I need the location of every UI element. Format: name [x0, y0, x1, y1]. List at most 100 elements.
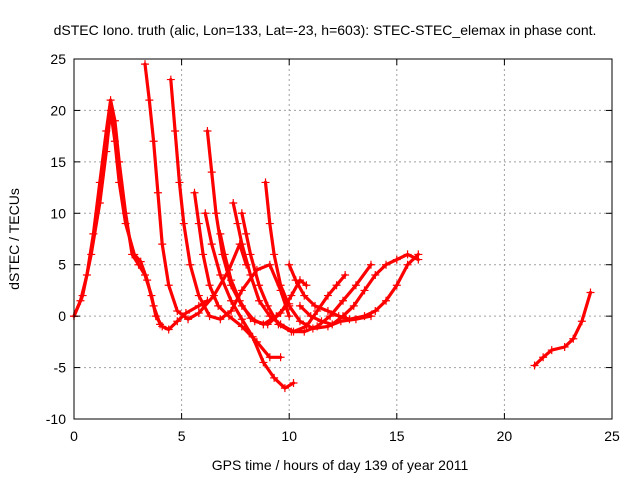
series-line: [72, 98, 209, 332]
data-point: [237, 240, 246, 249]
data-point: [300, 327, 309, 336]
data-point: [285, 301, 294, 310]
data-point: [341, 271, 350, 279]
series-line: [169, 78, 291, 321]
data-point: [143, 276, 152, 285]
data-point: [175, 178, 184, 187]
x-tick-label: 25: [604, 428, 620, 444]
data-point: [259, 320, 268, 329]
data-point: [285, 312, 294, 321]
data-point: [201, 209, 210, 218]
data-point: [328, 320, 337, 329]
data-point: [276, 353, 285, 362]
data-point: [317, 317, 326, 326]
data-point: [242, 229, 251, 238]
data-point: [270, 373, 279, 382]
data-point: [308, 324, 317, 333]
data-point: [392, 255, 401, 264]
data-point: [360, 286, 369, 295]
data-point: [403, 260, 412, 269]
data-point: [203, 127, 212, 135]
data-point: [248, 332, 257, 341]
data-point: [311, 301, 320, 310]
series-line: [203, 211, 296, 390]
data-series-14: [530, 288, 595, 370]
data-point: [274, 320, 283, 329]
data-point: [207, 168, 216, 177]
data-point: [577, 317, 586, 326]
data-point: [115, 178, 124, 187]
y-tick-label: 15: [50, 154, 66, 170]
data-point: [224, 312, 233, 321]
data-point: [371, 271, 380, 279]
data-point: [280, 384, 289, 393]
grid-lines: [74, 59, 612, 419]
data-point: [149, 301, 158, 310]
data-point: [300, 291, 309, 300]
data-point: [265, 260, 274, 269]
data-point: [184, 315, 193, 324]
data-point: [306, 312, 315, 321]
data-point: [95, 199, 104, 207]
data-series-5: [190, 188, 285, 362]
data-point: [259, 358, 268, 367]
data-point: [289, 379, 298, 387]
data-point: [382, 296, 391, 305]
data-point: [214, 301, 223, 310]
data-point: [173, 307, 182, 315]
data-point: [207, 240, 216, 249]
data-series-group: [70, 60, 595, 393]
data-point: [569, 334, 578, 343]
data-point: [382, 260, 391, 269]
data-point: [199, 250, 208, 259]
data-point: [255, 296, 264, 305]
data-point: [149, 137, 158, 146]
data-point: [392, 281, 401, 290]
data-point: [179, 219, 188, 228]
data-point: [141, 60, 150, 69]
data-point: [212, 209, 221, 218]
data-point: [345, 315, 354, 324]
x-tick-label: 10: [281, 428, 297, 444]
data-point: [106, 96, 115, 105]
data-point: [295, 301, 304, 310]
y-tick-label: 20: [50, 102, 66, 118]
data-series-10: [237, 209, 375, 336]
data-point: [106, 106, 115, 115]
y-tick-label: 10: [50, 205, 66, 221]
data-point: [414, 255, 423, 264]
data-point: [220, 250, 229, 259]
data-point: [171, 127, 180, 135]
data-point: [173, 317, 182, 326]
y-axis-label: dSTEC / TECUs: [6, 188, 22, 290]
data-point: [270, 250, 279, 259]
data-point: [121, 219, 130, 228]
data-point: [227, 307, 236, 315]
data-point: [360, 312, 369, 321]
data-point: [233, 219, 242, 228]
data-point: [153, 188, 162, 197]
series-line: [298, 252, 420, 326]
data-point: [156, 320, 165, 329]
data-point: [130, 250, 139, 259]
data-point: [78, 291, 87, 300]
data-point: [263, 301, 272, 310]
data-point: [145, 96, 154, 105]
data-point: [190, 188, 199, 197]
data-point: [194, 219, 203, 228]
data-point: [530, 361, 539, 370]
data-point: [166, 75, 175, 84]
data-point: [186, 260, 195, 269]
data-point: [403, 250, 412, 259]
x-tick-label: 0: [70, 428, 78, 444]
data-point: [285, 260, 294, 269]
data-point: [339, 296, 347, 305]
data-point: [295, 317, 304, 326]
data-point: [265, 219, 274, 228]
data-point: [351, 281, 360, 290]
data-point: [287, 327, 296, 336]
data-point: [323, 291, 332, 300]
data-point: [560, 343, 569, 351]
series-line: [72, 108, 162, 326]
data-point: [158, 240, 167, 249]
